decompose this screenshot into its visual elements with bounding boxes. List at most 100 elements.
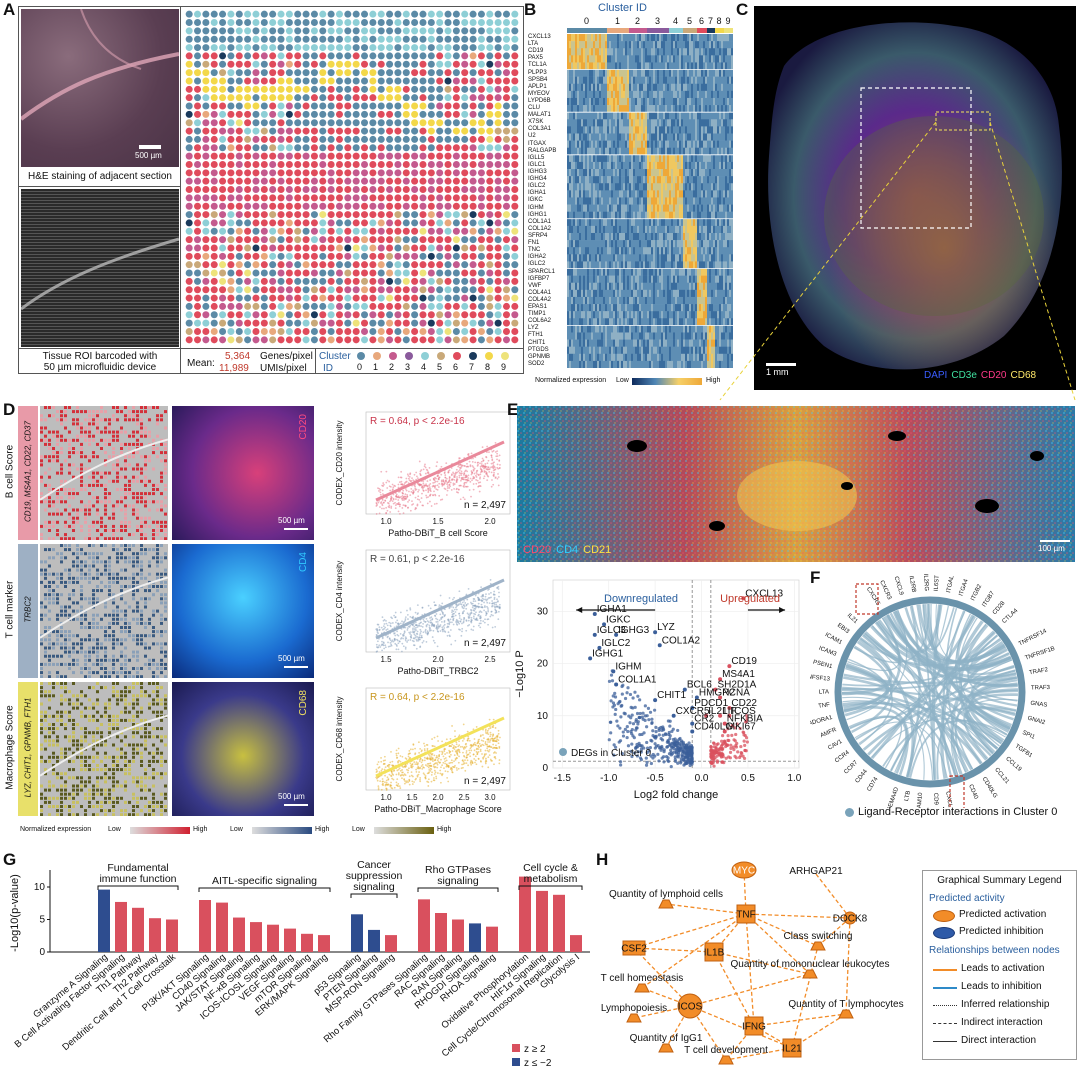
- heat-cell: [635, 140, 637, 149]
- heat-cell: [687, 232, 689, 241]
- heat-cell: [603, 240, 605, 248]
- heat-cell: [709, 76, 711, 85]
- heat-cell: [723, 282, 725, 291]
- heat-cell: [577, 62, 579, 70]
- heat-cell: [689, 190, 691, 198]
- cluster-dot: [335, 227, 343, 235]
- cluster-dot: [461, 177, 469, 185]
- heat-cell: [583, 183, 585, 191]
- heat-cell: [637, 268, 639, 276]
- heat-cell: [603, 289, 605, 298]
- heat-cell: [585, 169, 587, 177]
- cluster-dot: [469, 110, 477, 118]
- heat-cell: [717, 55, 719, 63]
- heat-cell: [577, 76, 579, 85]
- cluster-dot: [185, 102, 193, 110]
- heat-cell: [619, 147, 621, 156]
- heat-cell: [659, 90, 661, 99]
- heat-cell: [577, 275, 579, 284]
- cluster-dot: [427, 44, 435, 52]
- cluster-dot: [344, 177, 352, 185]
- heat-cell: [625, 311, 627, 319]
- heat-cell: [653, 69, 655, 77]
- cluster-dot: [411, 152, 419, 160]
- cluster-dot: [444, 211, 452, 219]
- heat-cell: [609, 140, 611, 149]
- heat-cell: [573, 247, 575, 255]
- cluster-legend-dot: [437, 352, 445, 360]
- cluster-dot: [244, 10, 252, 18]
- cluster-dot: [335, 202, 343, 210]
- heat-cell: [615, 105, 617, 113]
- heat-cell: [603, 55, 605, 63]
- heat-cell: [699, 197, 701, 205]
- heat-cell: [669, 76, 671, 85]
- heat-cell: [709, 154, 711, 163]
- heat-cell: [583, 55, 585, 63]
- cluster-dot: [302, 44, 310, 52]
- heat-cell: [599, 296, 601, 305]
- heat-cell: [667, 112, 669, 120]
- heat-cell: [707, 261, 709, 269]
- heat-cell: [597, 211, 599, 220]
- cluster-dot: [352, 219, 360, 227]
- cluster-dot: [327, 102, 335, 110]
- heat-cell: [609, 161, 611, 170]
- heat-cell: [709, 218, 711, 227]
- cluster-dot: [444, 261, 452, 269]
- heat-cell: [661, 133, 663, 141]
- heat-cell: [587, 83, 589, 92]
- heat-cell: [707, 69, 709, 77]
- heat-cell: [581, 296, 583, 305]
- heat-cell: [613, 76, 615, 85]
- heat-cell: [607, 69, 609, 77]
- heat-cell: [577, 282, 579, 291]
- cluster-dot: [352, 319, 360, 327]
- cluster-dot: [335, 60, 343, 68]
- heat-cell: [689, 176, 691, 184]
- cluster-dot: [436, 77, 444, 85]
- heat-cell: [663, 254, 665, 262]
- heat-cell: [707, 176, 709, 184]
- heat-cell: [687, 119, 689, 127]
- cluster-dot: [344, 311, 352, 319]
- heat-cell: [577, 133, 579, 141]
- heat-cell: [683, 247, 685, 255]
- heat-cell: [669, 197, 671, 205]
- heat-cell: [571, 232, 573, 241]
- heat-cell: [631, 240, 633, 248]
- heat-cell: [677, 140, 679, 149]
- heat-cell: [725, 247, 727, 255]
- cluster-dot: [494, 135, 502, 143]
- heat-cell: [693, 90, 695, 99]
- heat-cell: [637, 197, 639, 205]
- heat-cell: [591, 105, 593, 113]
- cluster-dot: [444, 85, 452, 93]
- heat-cell: [677, 282, 679, 291]
- cluster-dot: [486, 60, 494, 68]
- cluster-dot: [477, 27, 485, 35]
- heat-cell: [719, 183, 721, 191]
- heat-cell: [683, 55, 685, 63]
- heat-cell: [655, 48, 657, 56]
- cluster-dot: [402, 102, 410, 110]
- cluster-dot: [486, 19, 494, 27]
- heat-cell: [589, 275, 591, 284]
- cluster-dot: [494, 177, 502, 185]
- cluster-dot: [269, 85, 277, 93]
- heat-cell: [579, 254, 581, 262]
- heat-cell: [581, 275, 583, 284]
- heat-cell: [665, 190, 667, 198]
- cluster-dot: [244, 110, 252, 118]
- cluster-dot: [511, 227, 519, 235]
- heat-cell: [621, 254, 623, 262]
- heat-cell: [731, 289, 733, 298]
- heat-cell: [657, 289, 659, 298]
- heat-cell: [633, 55, 635, 63]
- heat-cell: [703, 183, 705, 191]
- cluster-dot: [227, 252, 235, 260]
- cluster-dot: [511, 160, 519, 168]
- cluster-bar-segment: [707, 28, 715, 33]
- heat-cell: [587, 126, 589, 134]
- heat-cell: [683, 218, 685, 227]
